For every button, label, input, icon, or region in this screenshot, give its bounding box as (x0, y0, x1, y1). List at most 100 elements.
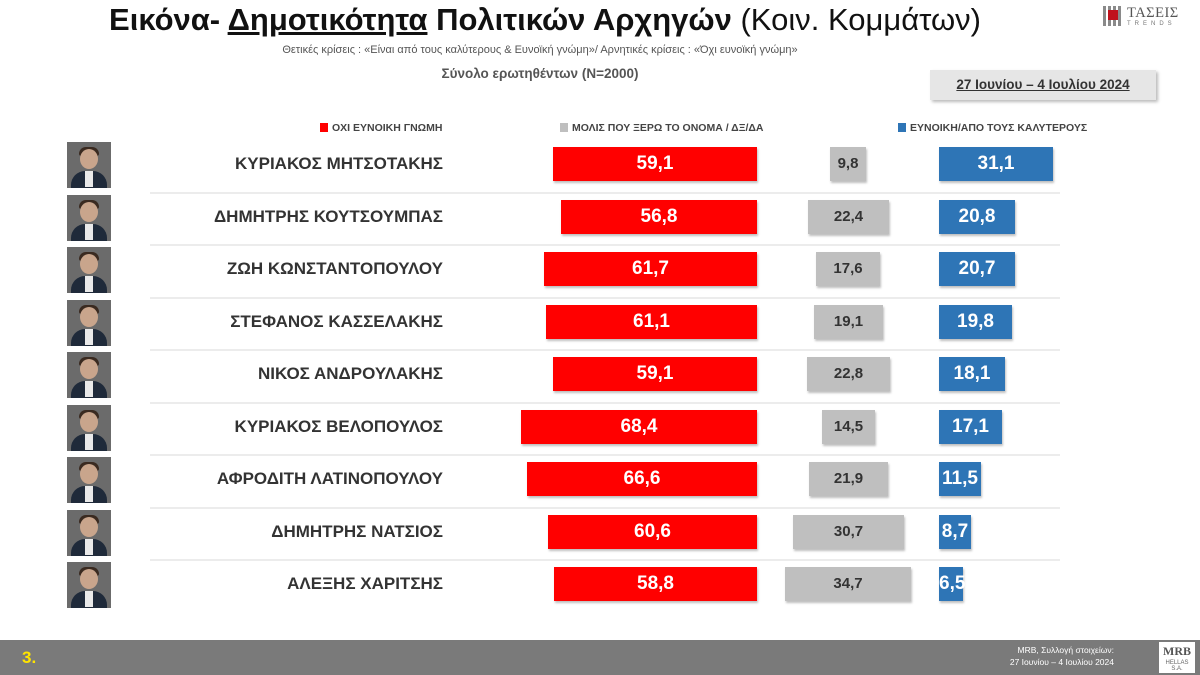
mrb-logo-text: MRB (1163, 644, 1191, 658)
sample-size: Σύνολο ερωτηθέντων (N=2000) (441, 66, 639, 81)
bar-neutral: 21,9 (809, 462, 888, 496)
photo-shirt (85, 171, 93, 187)
chart-row: ΑΛΕΞΗΣ ΧΑΡΙΤΣΗΣ 58,8 34,7 6,5 (0, 559, 1200, 617)
title-prefix: Εικόνα- (109, 2, 228, 37)
leader-photo (67, 300, 111, 346)
leader-name: ΣΤΕΦΑΝΟΣ ΚΑΣΣΕΛΑΚΗΣ (230, 312, 443, 331)
bar-negative: 59,1 (553, 357, 757, 391)
date-range-badge: 27 Ιουνίου – 4 Ιουλίου 2024 (930, 70, 1156, 100)
bar-negative: 56,8 (561, 200, 757, 234)
footer-bar: 3. MRB, Συλλογή στοιχείων: 27 Ιουνίου – … (0, 640, 1200, 675)
photo-shirt (85, 224, 93, 240)
credit-line-1: MRB, Συλλογή στοιχείων: (1017, 645, 1114, 655)
bar-negative: 60,6 (548, 515, 757, 549)
leader-name: ΔΗΜΗΤΡΗΣ ΝΑΤΣΙΟΣ (271, 522, 443, 541)
legend-swatch-red (320, 123, 328, 132)
bar-neutral: 14,5 (822, 410, 875, 444)
leader-photo (67, 195, 111, 241)
photo-head (80, 149, 98, 169)
leader-photo (67, 247, 111, 293)
logo-text: ΤΑΣΕΙΣ (1127, 5, 1179, 21)
leader-name: ΝΙΚΟΣ ΑΝΔΡΟΥΛΑΚΗΣ (257, 364, 443, 383)
row-divider (150, 507, 1060, 509)
mrb-logo-subtext: HELLAS S.A. (1165, 660, 1189, 672)
bar-positive: 18,1 (939, 357, 1005, 391)
bar-negative: 59,1 (553, 147, 757, 181)
logo-mark-icon (1103, 6, 1123, 26)
row-divider (150, 559, 1060, 561)
photo-shirt (85, 434, 93, 450)
leader-photo (67, 142, 111, 188)
chart-row: ΔΗΜΗΤΡΗΣ ΝΑΤΣΙΟΣ 60,6 30,7 8,7 (0, 507, 1200, 565)
credit-line-2: 27 Ιουνίου – 4 Ιουλίου 2024 (1009, 657, 1114, 667)
legend-label-neutral: ΜΟΛΙΣ ΠΟΥ ΞΕΡΩ ΤΟ ΟΝΟΜΑ / ΔΞ/ΔΑ (572, 122, 764, 134)
bar-neutral: 34,7 (785, 567, 911, 601)
leader-name: ΚΥΡΙΑΚΟΣ ΒΕΛΟΠΟΥΛΟΣ (234, 417, 443, 436)
bar-positive: 8,7 (939, 515, 971, 549)
chart-row: ΝΙΚΟΣ ΑΝΔΡΟΥΛΑΚΗΣ 59,1 22,8 18,1 (0, 349, 1200, 407)
bar-neutral: 9,8 (830, 147, 866, 181)
photo-head (80, 359, 98, 379)
photo-head (80, 464, 98, 484)
leader-photo (67, 562, 111, 608)
bar-positive: 17,1 (939, 410, 1002, 444)
leader-photo (67, 457, 111, 503)
photo-shirt (85, 591, 93, 607)
leader-name: ΑΛΕΞΗΣ ΧΑΡΙΤΣΗΣ (287, 574, 443, 593)
photo-shirt (85, 276, 93, 292)
subtitle: Θετικές κρίσεις : «Είναι από τους καλύτε… (282, 44, 798, 56)
photo-shirt (85, 539, 93, 555)
photo-head (80, 412, 98, 432)
photo-shirt (85, 329, 93, 345)
leader-photo (67, 352, 111, 398)
legend-swatch-blue (898, 123, 906, 132)
chart-row: ΚΥΡΙΑΚΟΣ ΒΕΛΟΠΟΥΛΟΣ 68,4 14,5 17,1 (0, 402, 1200, 460)
chart-row: ΑΦΡΟΔΙΤΗ ΛΑΤΙΝΟΠΟΥΛΟΥ 66,6 21,9 11,5 (0, 454, 1200, 512)
title-suffix: (Κοιν. Κομμάτων) (731, 2, 981, 37)
row-divider (150, 402, 1060, 404)
chart-row: ΔΗΜΗΤΡΗΣ ΚΟΥΤΣΟΥΜΠΑΣ 56,8 22,4 20,8 (0, 192, 1200, 250)
footer-credit: MRB, Συλλογή στοιχείων: 27 Ιουνίου – 4 Ι… (958, 644, 1114, 668)
leader-name: ΔΗΜΗΤΡΗΣ ΚΟΥΤΣΟΥΜΠΑΣ (213, 207, 443, 226)
chart-row: ΣΤΕΦΑΝΟΣ ΚΑΣΣΕΛΑΚΗΣ 61,1 19,1 19,8 (0, 297, 1200, 355)
bar-neutral: 22,8 (807, 357, 890, 391)
bar-negative: 61,7 (544, 252, 757, 286)
row-divider (150, 244, 1060, 246)
page-number: 3. (22, 648, 37, 667)
bar-positive: 11,5 (939, 462, 981, 496)
bar-positive: 6,5 (939, 567, 965, 601)
chart-row: ΚΥΡΙΑΚΟΣ ΜΗΤΣΟΤΑΚΗΣ 59,1 9,8 31,1 (0, 142, 1200, 197)
legend-item-negative: ΟΧΙ ΕΥΝΟΙΚΗ ΓΝΩΜΗ (320, 122, 442, 134)
photo-head (80, 569, 98, 589)
bar-positive: 20,8 (939, 200, 1015, 234)
bar-positive: 19,8 (939, 305, 1012, 339)
bar-positive: 20,7 (939, 252, 1015, 286)
row-divider (150, 192, 1060, 194)
bar-negative: 58,8 (554, 567, 757, 601)
bar-neutral: 17,6 (816, 252, 880, 286)
page-title: Εικόνα- Δημοτικότητα Πολιτικών Αρχηγών (… (0, 2, 1090, 38)
leader-photo (67, 405, 111, 451)
tasis-trends-logo: ΤΑΣΕΙΣ TRENDS (1103, 5, 1193, 28)
row-divider (150, 454, 1060, 456)
leader-name: ΚΥΡΙΑΚΟΣ ΜΗΤΣΟΤΑΚΗΣ (234, 154, 443, 173)
row-divider (150, 297, 1060, 299)
photo-head (80, 517, 98, 537)
row-divider (150, 349, 1060, 351)
legend-label-positive: ΕΥΝΟΙΚΗ/ΑΠΟ ΤΟΥΣ ΚΑΛΥΤΕΡΟΥΣ (910, 122, 1088, 134)
chart-row: ΖΩΗ ΚΩΝΣΤΑΝΤΟΠΟΥΛΟΥ 61,7 17,6 20,7 (0, 244, 1200, 302)
bar-negative: 68,4 (521, 410, 757, 444)
leader-name: ΖΩΗ ΚΩΝΣΤΑΝΤΟΠΟΥΛΟΥ (226, 259, 443, 278)
logo-subtext: TRENDS (1127, 21, 1176, 27)
bar-negative: 61,1 (546, 305, 757, 339)
mrb-logo: MRB HELLAS S.A. (1159, 642, 1195, 673)
photo-head (80, 254, 98, 274)
leader-photo (67, 510, 111, 556)
legend-item-positive: ΕΥΝΟΙΚΗ/ΑΠΟ ΤΟΥΣ ΚΑΛΥΤΕΡΟΥΣ (898, 122, 1087, 134)
legend-item-neutral: ΜΟΛΙΣ ΠΟΥ ΞΕΡΩ ΤΟ ΟΝΟΜΑ / ΔΞ/ΔΑ (560, 122, 764, 134)
photo-head (80, 202, 98, 222)
bar-neutral: 30,7 (793, 515, 904, 549)
leader-name: ΑΦΡΟΔΙΤΗ ΛΑΤΙΝΟΠΟΥΛΟΥ (216, 469, 443, 488)
photo-shirt (85, 381, 93, 397)
bar-neutral: 19,1 (814, 305, 883, 339)
